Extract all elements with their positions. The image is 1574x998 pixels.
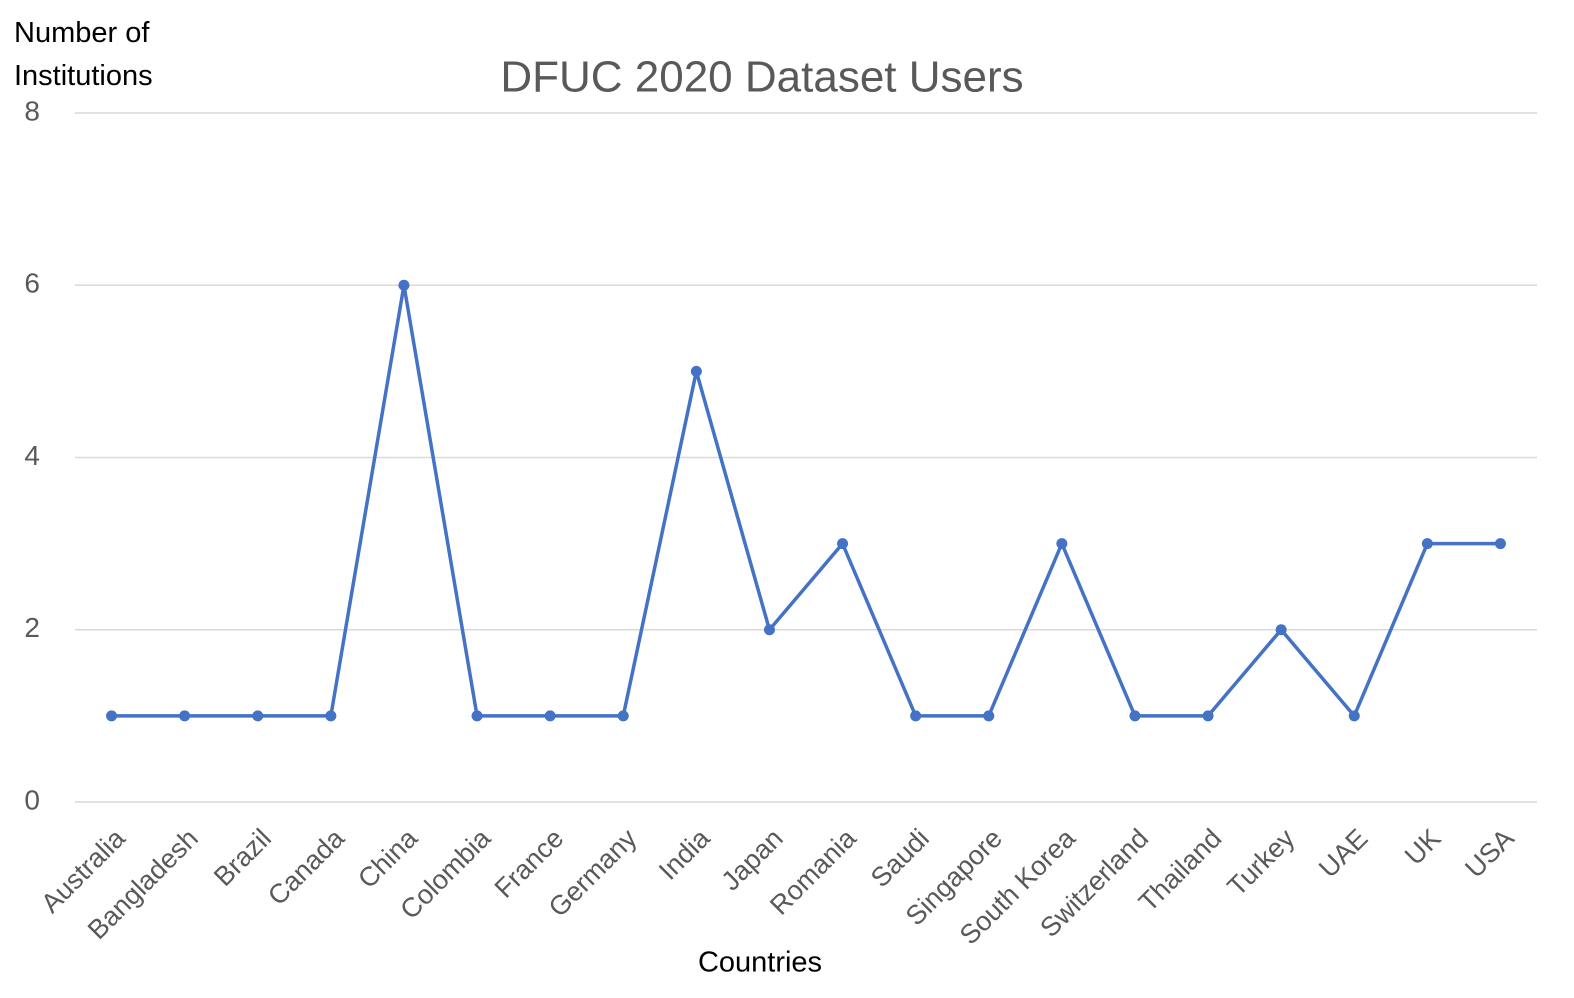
data-point	[544, 710, 556, 722]
data-point	[1348, 710, 1360, 722]
y-tick-label: 0	[24, 784, 40, 815]
x-tick-label: China	[352, 822, 424, 894]
data-point	[1056, 538, 1068, 550]
data-point	[763, 624, 775, 636]
data-line	[111, 283, 1501, 718]
y-tick-label: 6	[24, 268, 40, 299]
data-point	[398, 279, 410, 291]
data-point	[690, 365, 702, 377]
x-tick-label: India	[653, 822, 716, 885]
data-point	[910, 710, 922, 722]
data-point	[1494, 538, 1506, 550]
x-tick-label: Brazil	[208, 823, 277, 892]
x-axis-label: Countries	[698, 947, 822, 979]
x-tick-label: Turkey	[1222, 823, 1301, 902]
data-point	[1275, 624, 1287, 636]
data-point	[471, 710, 483, 722]
data-point	[617, 710, 629, 722]
data-point	[837, 538, 849, 550]
x-tick-label: UK	[1399, 823, 1447, 871]
x-tick-label: USA	[1459, 823, 1519, 883]
data-point	[179, 710, 191, 722]
y-tick-label: 8	[24, 95, 40, 126]
y-tick-label: 4	[24, 440, 40, 471]
data-point	[1421, 538, 1433, 550]
data-point	[106, 710, 118, 722]
x-tick-label: Canada	[262, 822, 351, 911]
data-point	[1202, 710, 1214, 722]
data-point	[325, 710, 337, 722]
x-tick-label: UAE	[1313, 823, 1373, 883]
data-point	[983, 710, 995, 722]
x-tick-label: Saudi	[865, 823, 935, 893]
y-tick-label: 2	[24, 612, 40, 643]
data-point	[1129, 710, 1141, 722]
y-axis-label: Number of Institutions	[14, 17, 153, 92]
chart-title: DFUC 2020 Dataset Users	[500, 53, 1023, 102]
data-point	[252, 710, 264, 722]
